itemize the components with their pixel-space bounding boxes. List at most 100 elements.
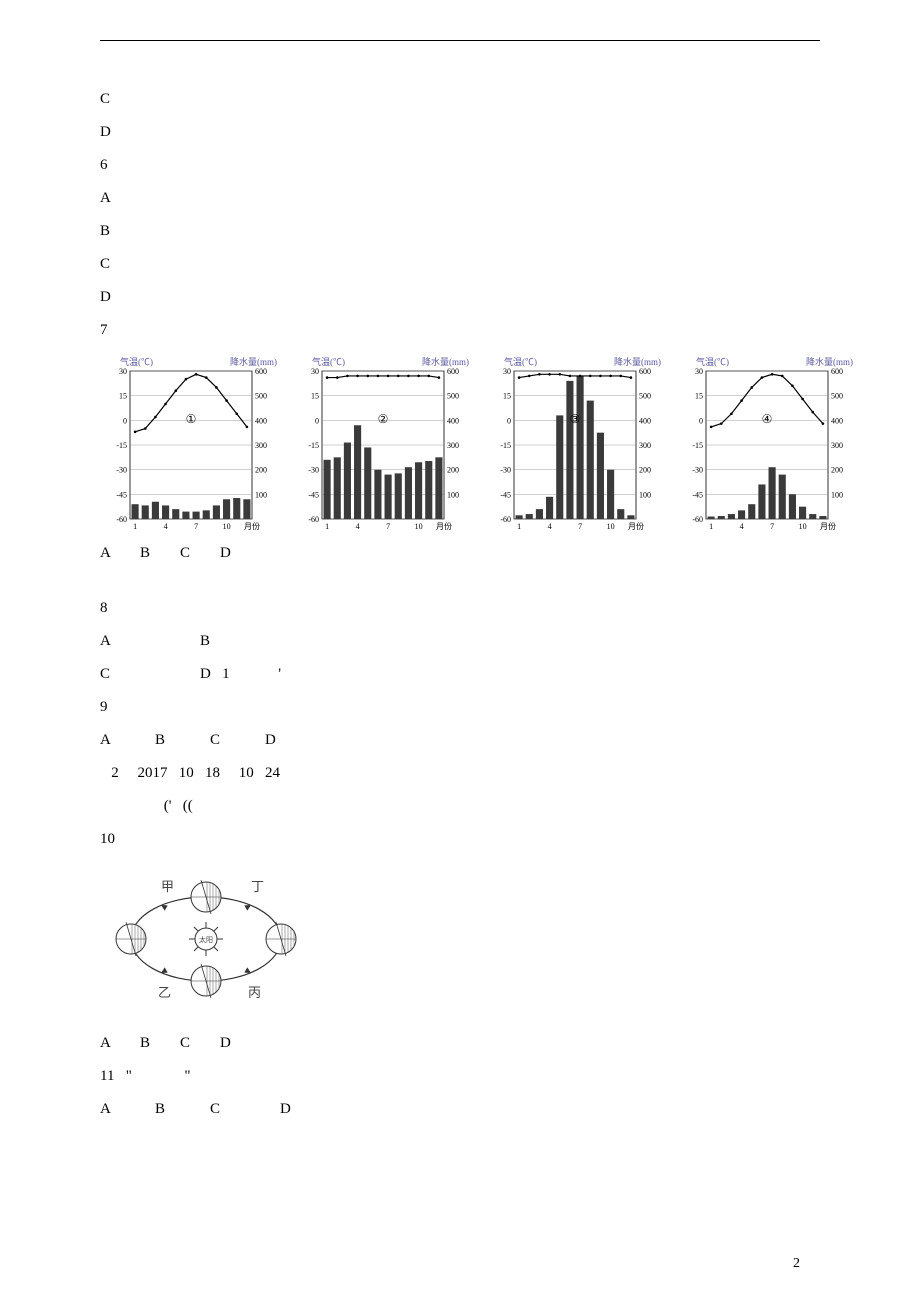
svg-text:-15: -15 [500,441,511,450]
climate-chart-2: 气温(℃)降水量(mm)30600155000400-15300-30200-4… [292,355,472,535]
svg-text:300: 300 [447,441,459,450]
svg-text:600: 600 [447,367,459,376]
svg-text:0: 0 [123,416,127,425]
material-2: 2 2017 10 18 10 24 [100,765,820,782]
question-8: 8 [100,600,820,617]
svg-text:600: 600 [831,367,843,376]
options-8b: C D 1 ' [100,666,820,683]
climate-chart-1: 气温(℃)降水量(mm)30600155000400-15300-30200-4… [100,355,280,535]
svg-text:200: 200 [255,466,267,475]
option-d: D [100,124,820,141]
svg-text:气温(℃): 气温(℃) [120,356,153,367]
svg-text:降水量(mm): 降水量(mm) [806,356,853,367]
svg-text:7: 7 [578,522,582,531]
svg-text:200: 200 [639,466,651,475]
options-7: A B C D [100,545,820,562]
svg-text:500: 500 [831,392,843,401]
svg-text:-60: -60 [116,515,127,524]
spacer [100,578,820,584]
svg-text:4: 4 [356,522,360,531]
svg-text:600: 600 [255,367,267,376]
option-a: A [100,190,820,207]
question-6: 6 [100,157,820,174]
svg-text:30: 30 [119,367,127,376]
option-c: C [100,256,820,273]
question-7: 7 [100,322,820,339]
svg-text:降水量(mm): 降水量(mm) [230,356,277,367]
svg-text:月份: 月份 [628,521,644,531]
svg-text:10: 10 [799,522,807,531]
material-2b: (' (( [100,798,820,815]
svg-text:600: 600 [639,367,651,376]
svg-text:-45: -45 [308,490,319,499]
question-10: 10 [100,831,820,848]
svg-text:甲: 甲 [161,879,174,894]
svg-text:气温(℃): 气温(℃) [696,356,729,367]
svg-text:太阳: 太阳 [199,935,213,944]
svg-text:15: 15 [503,392,511,401]
svg-text:③: ③ [570,412,581,426]
option-b: B [100,223,820,240]
svg-text:④: ④ [762,412,773,426]
svg-text:1: 1 [517,522,521,531]
climate-chart-3: 气温(℃)降水量(mm)30600155000400-15300-30200-4… [484,355,664,535]
svg-text:300: 300 [639,441,651,450]
svg-text:-15: -15 [116,441,127,450]
svg-text:0: 0 [507,416,511,425]
svg-text:1: 1 [325,522,329,531]
svg-text:气温(℃): 气温(℃) [504,356,537,367]
climate-chart-row: 气温(℃)降水量(mm)30600155000400-15300-30200-4… [100,355,820,535]
svg-text:-30: -30 [308,466,319,475]
svg-text:400: 400 [639,416,651,425]
options-9: A B C D [100,732,820,749]
svg-text:乙: 乙 [158,985,171,1000]
question-9: 9 [100,699,820,716]
option-d: D [100,289,820,306]
svg-text:丙: 丙 [248,985,261,1000]
svg-text:月份: 月份 [244,521,260,531]
svg-text:降水量(mm): 降水量(mm) [422,356,469,367]
svg-text:15: 15 [119,392,127,401]
svg-text:7: 7 [386,522,390,531]
svg-text:丁: 丁 [251,879,264,894]
svg-text:30: 30 [311,367,319,376]
svg-text:10: 10 [607,522,615,531]
svg-text:10: 10 [415,522,423,531]
orbit-diagram: 太阳 甲 丁丙 乙 [106,864,306,1019]
climate-chart-4: 气温(℃)降水量(mm)30600155000400-15300-30200-4… [676,355,856,535]
svg-text:月份: 月份 [820,521,836,531]
svg-text:4: 4 [548,522,552,531]
svg-text:降水量(mm): 降水量(mm) [614,356,661,367]
svg-text:30: 30 [695,367,703,376]
svg-text:-60: -60 [692,515,703,524]
svg-text:500: 500 [639,392,651,401]
svg-text:0: 0 [315,416,319,425]
svg-text:-15: -15 [692,441,703,450]
svg-text:500: 500 [447,392,459,401]
svg-text:-45: -45 [116,490,127,499]
svg-text:-45: -45 [500,490,511,499]
svg-text:1: 1 [133,522,137,531]
svg-text:①: ① [186,412,197,426]
svg-text:-30: -30 [692,466,703,475]
svg-text:100: 100 [447,490,459,499]
svg-text:-30: -30 [116,466,127,475]
page-number: 2 [793,1256,800,1272]
svg-text:400: 400 [255,416,267,425]
options-10: A B C D [100,1035,820,1052]
option-c: C [100,91,820,108]
svg-text:-45: -45 [692,490,703,499]
svg-text:-30: -30 [500,466,511,475]
svg-text:10: 10 [223,522,231,531]
svg-text:400: 400 [447,416,459,425]
svg-text:300: 300 [831,441,843,450]
svg-text:400: 400 [831,416,843,425]
question-11: 11 " " [100,1068,820,1085]
svg-text:500: 500 [255,392,267,401]
svg-text:100: 100 [255,490,267,499]
svg-text:4: 4 [164,522,168,531]
svg-text:7: 7 [770,522,774,531]
svg-text:100: 100 [831,490,843,499]
svg-text:200: 200 [831,466,843,475]
svg-text:7: 7 [194,522,198,531]
